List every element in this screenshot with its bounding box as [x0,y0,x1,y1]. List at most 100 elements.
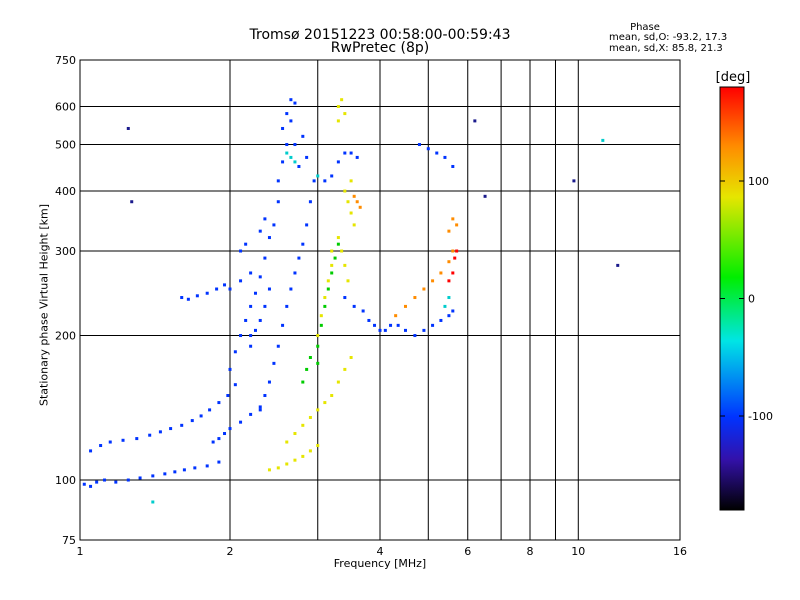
x-tick-label: 8 [527,545,534,558]
data-point [308,449,312,453]
data-point [323,296,327,300]
data-point [361,309,365,313]
data-point [148,433,152,437]
data-point [205,291,209,295]
data-point [263,394,267,398]
data-point [301,134,305,138]
data-point [263,304,267,308]
data-point [108,440,112,444]
y-tick-label: 300 [55,245,76,258]
phase-stats-title: Phase [630,22,660,33]
data-point [403,304,407,308]
data-point [319,314,323,318]
data-point [426,147,430,151]
data-point [447,260,451,264]
data-point [308,415,312,419]
data-point [431,279,435,283]
data-point [253,328,257,332]
data-point [258,318,262,322]
data-point [343,151,347,155]
data-point [103,478,107,482]
data-point [276,344,280,348]
data-point [389,323,393,327]
data-point [451,309,455,313]
data-point [182,468,186,472]
data-point [451,271,455,275]
data-point [330,394,334,398]
data-point [281,126,285,130]
x-tick-labels: 1 2 4 6 8 10 16 [77,545,688,558]
data-point [333,256,337,260]
data-point [340,98,344,102]
data-point [417,143,421,147]
x-tick-label: 16 [673,545,687,558]
chart-title: Tromsø 20151223 00:58:00-00:59:43 [249,27,511,43]
data-point [276,179,280,183]
x-axis-label: Frequency [MHz] [333,557,427,570]
data-point [249,271,253,275]
data-point [223,283,227,287]
data-point [267,468,271,472]
data-point [346,279,350,283]
data-point [233,350,237,354]
data-point [272,361,276,365]
data-point [228,367,232,371]
x-tick-label: 10 [571,545,585,558]
data-point [396,323,400,327]
data-point [601,138,605,142]
data-point [258,408,262,412]
data-point [413,334,417,338]
data-point [443,155,447,159]
data-point [435,151,439,155]
data-point [180,423,184,427]
data-point [349,151,353,155]
data-point [244,242,248,246]
data-point [180,296,184,300]
data-point [336,119,340,123]
data-point [355,200,359,204]
data-point [349,211,353,215]
data-point [193,466,197,470]
data-point [293,458,297,462]
data-point [95,480,99,484]
data-point [451,249,455,253]
data-point [439,271,443,275]
data-point [281,323,285,327]
data-points [82,98,620,504]
data-point [205,464,209,468]
data-point [211,440,215,444]
data-point [293,101,297,105]
data-point [413,296,417,300]
data-point [352,194,356,198]
phase-stats-x: mean, sd,X: 85.8, 21.3 [609,43,723,54]
data-point [343,367,347,371]
data-point [199,414,203,418]
data-point [82,482,86,486]
data-point [285,304,289,308]
data-point [323,401,327,405]
data-point [276,200,280,204]
data-point [355,155,359,159]
data-point [228,427,232,431]
data-point [343,296,347,300]
data-point [285,462,289,466]
data-point [239,334,243,338]
data-point [281,160,285,164]
data-point [343,112,347,116]
data-point [253,291,257,295]
y-tick-label: 400 [55,185,76,198]
data-point [305,155,309,159]
data-point [439,318,443,322]
data-point [99,444,103,448]
data-point [249,334,253,338]
data-point [249,412,253,416]
data-point [305,367,309,371]
data-point [305,223,309,227]
data-point [378,328,382,332]
data-point [431,323,435,327]
data-point [336,160,340,164]
data-point [447,229,451,233]
plot-frame [79,59,681,541]
data-point [289,119,293,123]
